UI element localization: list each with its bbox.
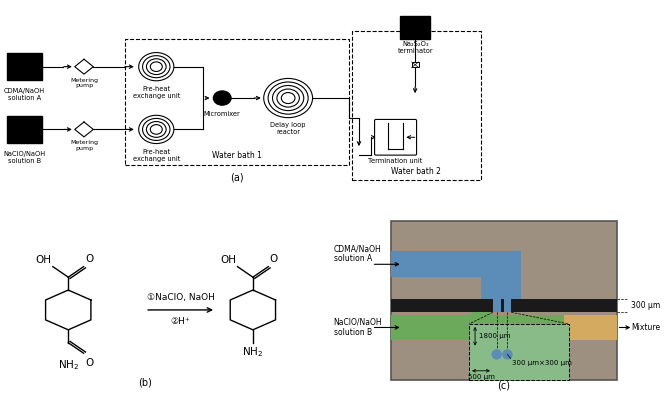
Text: NaClO/NaOH
solution B: NaClO/NaOH solution B — [334, 318, 382, 337]
Text: Water bath 2: Water bath 2 — [391, 168, 441, 177]
Text: CDMA/NaOH
solution A: CDMA/NaOH solution A — [334, 244, 381, 263]
Text: ①NaClO, NaOH: ①NaClO, NaOH — [147, 293, 215, 302]
Bar — [504, 300, 511, 312]
Text: Termination unit: Termination unit — [369, 158, 423, 164]
Circle shape — [138, 115, 174, 144]
Circle shape — [142, 118, 170, 140]
Circle shape — [151, 125, 163, 134]
Text: Metering
pump: Metering pump — [70, 78, 98, 88]
Text: Micromixer: Micromixer — [204, 111, 241, 116]
Text: Pre-heat
exchange unit: Pre-heat exchange unit — [132, 86, 180, 99]
Text: Na₂S₂O₃
terminator: Na₂S₂O₃ terminator — [398, 41, 434, 54]
Text: CDMA/NaOH
solution A: CDMA/NaOH solution A — [4, 88, 45, 101]
Bar — [352, 31, 481, 180]
Text: O: O — [85, 358, 94, 368]
Polygon shape — [75, 122, 93, 137]
Text: (c): (c) — [497, 381, 510, 391]
Bar — [124, 39, 349, 165]
Circle shape — [151, 62, 163, 72]
Bar — [7, 53, 41, 81]
Text: 300 μm×300 μm: 300 μm×300 μm — [512, 360, 572, 366]
Circle shape — [147, 122, 166, 137]
Bar — [472, 300, 490, 340]
Circle shape — [142, 56, 170, 78]
Circle shape — [213, 91, 231, 105]
Bar — [469, 324, 569, 380]
Bar — [481, 315, 564, 340]
Text: O: O — [270, 254, 278, 264]
Circle shape — [268, 82, 308, 114]
Bar — [493, 300, 500, 312]
Bar — [564, 315, 617, 340]
Text: 300 μm: 300 μm — [631, 301, 660, 310]
Text: NH$_2$: NH$_2$ — [58, 358, 79, 372]
Text: Metering
pump: Metering pump — [70, 140, 98, 151]
Bar — [391, 221, 617, 380]
Polygon shape — [75, 59, 93, 74]
Circle shape — [502, 349, 512, 359]
Circle shape — [272, 85, 304, 111]
Bar — [391, 252, 521, 277]
Text: OH: OH — [35, 255, 52, 265]
Bar — [7, 116, 41, 143]
Text: ②H⁺: ②H⁺ — [171, 317, 191, 326]
Circle shape — [277, 89, 299, 107]
Circle shape — [147, 59, 166, 74]
Bar — [481, 252, 521, 309]
Text: NH$_2$: NH$_2$ — [242, 345, 264, 359]
Text: 500 μm: 500 μm — [468, 374, 494, 380]
Text: (b): (b) — [138, 377, 152, 387]
Text: OH: OH — [220, 255, 236, 265]
Text: Mixture: Mixture — [631, 323, 660, 332]
Text: NaClO/NaOH
solution B: NaClO/NaOH solution B — [3, 151, 45, 164]
Circle shape — [281, 92, 295, 103]
Circle shape — [138, 53, 174, 81]
Text: Water bath 1: Water bath 1 — [212, 151, 262, 160]
Circle shape — [264, 79, 312, 118]
Bar — [401, 16, 429, 39]
Bar — [411, 62, 419, 68]
Text: 1800 μm: 1800 μm — [478, 333, 510, 339]
Text: Pre-heat
exchange unit: Pre-heat exchange unit — [132, 149, 180, 162]
Bar — [391, 315, 481, 340]
FancyBboxPatch shape — [375, 119, 417, 155]
Text: Delay loop
reactor: Delay loop reactor — [270, 123, 306, 136]
Bar — [391, 300, 617, 312]
Text: O: O — [85, 254, 94, 264]
Text: (a): (a) — [230, 173, 244, 183]
Circle shape — [492, 349, 502, 359]
